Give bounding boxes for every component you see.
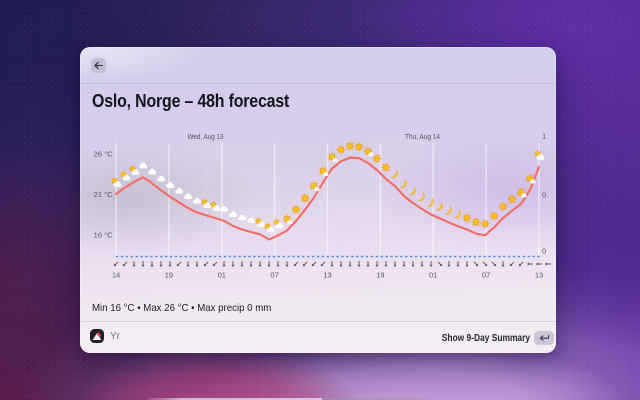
svg-text:13: 13: [535, 271, 543, 280]
svg-text:13: 13: [323, 271, 331, 280]
svg-text:01: 01: [429, 271, 437, 280]
svg-text:01: 01: [218, 271, 226, 280]
svg-text:Wed, Aug 13: Wed, Aug 13: [188, 132, 224, 141]
svg-text:19: 19: [376, 271, 384, 280]
svg-text:0: 0: [542, 247, 546, 256]
svg-text:0.: 0.: [542, 191, 548, 200]
svg-text:19: 19: [165, 271, 173, 280]
svg-text:1: 1: [542, 132, 546, 141]
svg-text:21 °C: 21 °C: [94, 190, 113, 199]
svg-text:07: 07: [270, 271, 278, 280]
svg-text:Thu, Aug 14: Thu, Aug 14: [405, 132, 440, 141]
svg-text:16 °C: 16 °C: [94, 231, 113, 240]
svg-text:26 °C: 26 °C: [94, 150, 113, 159]
svg-text:14: 14: [112, 271, 120, 280]
svg-text:07: 07: [482, 271, 490, 280]
